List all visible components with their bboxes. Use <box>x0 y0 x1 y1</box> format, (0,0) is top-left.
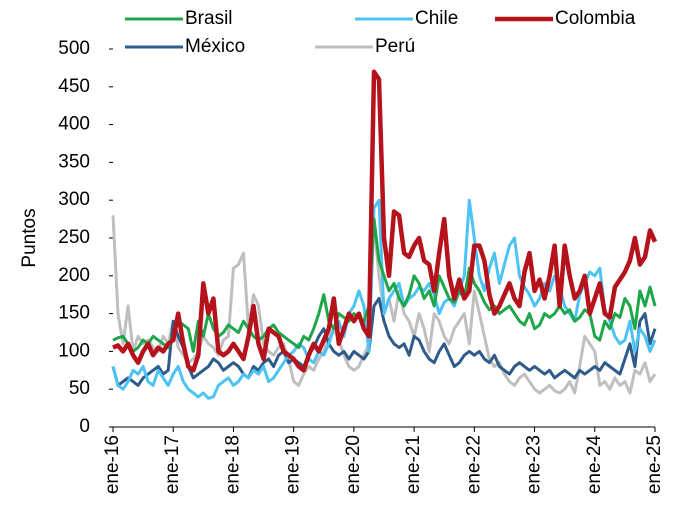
series-line <box>112 217 657 353</box>
x-tick-label: ene-16 <box>102 435 123 494</box>
legend-label: Brasil <box>185 8 233 29</box>
y-tick-label: 50 <box>69 378 90 399</box>
y-tick-label: 150 <box>58 303 90 324</box>
y-tick-label: 350 <box>58 151 90 172</box>
x-tick-label: ene-22 <box>463 435 484 494</box>
x-tick-label: ene-20 <box>343 435 364 494</box>
y-tick-label: 200 <box>58 265 90 286</box>
legend-label: Colombia <box>555 8 636 29</box>
y-tick-label: 500 <box>58 38 90 59</box>
x-tick-label: ene-17 <box>162 435 183 494</box>
series-line <box>111 198 657 400</box>
series-line <box>111 297 657 387</box>
y-tick-label: 0 <box>79 416 90 437</box>
y-tick-label: 400 <box>58 114 90 135</box>
legend-label: Chile <box>415 8 458 29</box>
x-tick-label: ene-25 <box>644 435 665 494</box>
x-tick-label: ene-21 <box>403 435 424 494</box>
legend-label: México <box>185 36 245 57</box>
legend-label: Perú <box>375 36 415 57</box>
series-line <box>112 69 658 373</box>
y-tick-label: 250 <box>58 227 90 248</box>
x-tick-label: ene-23 <box>524 435 545 494</box>
y-tick-label: 300 <box>58 189 90 210</box>
y-tick-label: 450 <box>58 76 90 97</box>
y-axis-label: Puntos <box>19 208 40 267</box>
x-tick-label: ene-19 <box>283 435 304 494</box>
y-tick-label: 100 <box>58 340 90 361</box>
x-tick-label: ene-18 <box>222 435 243 494</box>
x-tick-label: ene-24 <box>584 435 605 495</box>
